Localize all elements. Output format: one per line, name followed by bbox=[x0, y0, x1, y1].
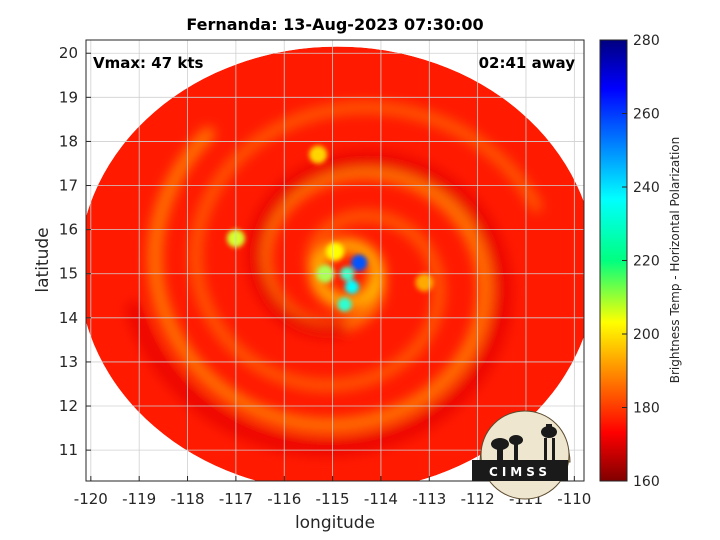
colorbar-ticks: 160 180 200 220 240 260 280 bbox=[622, 33, 660, 490]
time-away-annotation: 02:41 away bbox=[479, 54, 576, 72]
cimss-logo: CIMSS bbox=[472, 410, 571, 500]
hot-spot bbox=[344, 279, 359, 294]
swath-layer bbox=[86, 46, 584, 481]
x-tick-label: -115 bbox=[316, 490, 350, 508]
y-tick-label: 18 bbox=[59, 132, 78, 150]
grid-lines bbox=[86, 40, 584, 481]
x-tick-label: -112 bbox=[461, 490, 495, 508]
x-tick-label: -117 bbox=[219, 490, 253, 508]
colorbar-tick-label: 160 bbox=[633, 474, 660, 490]
y-tick-label: 12 bbox=[59, 397, 78, 415]
y-tick-label: 14 bbox=[59, 309, 78, 327]
axes-frame bbox=[85, 39, 585, 482]
hot-spot bbox=[337, 297, 352, 312]
colorbar: 160 180 200 220 240 260 280 Brightness Temp - … bbox=[599, 33, 682, 490]
y-tick-label: 15 bbox=[59, 265, 78, 283]
y-tick-label: 11 bbox=[59, 441, 78, 459]
y-tick-label: 13 bbox=[59, 353, 78, 371]
rainband bbox=[189, 101, 543, 392]
x-tick-label: -114 bbox=[364, 490, 398, 508]
hot-spot bbox=[326, 242, 344, 261]
colorbar-tick-label: 260 bbox=[633, 107, 660, 123]
rainband bbox=[125, 150, 513, 457]
y-axis-ticks: 11 12 13 14 15 16 17 18 19 20 bbox=[59, 44, 91, 459]
y-tick-label: 20 bbox=[59, 44, 78, 62]
y-tick-label: 17 bbox=[59, 177, 78, 195]
cimss-logo-text: CIMSS bbox=[489, 465, 551, 479]
x-tick-label: -120 bbox=[74, 490, 108, 508]
y-tick-label: 19 bbox=[59, 88, 78, 106]
x-tick-label: -110 bbox=[557, 490, 591, 508]
chart-title: Fernanda: 13-Aug-2023 07:30:00 bbox=[186, 15, 483, 34]
hot-spot bbox=[415, 273, 434, 292]
vmax-annotation: Vmax: 47 kts bbox=[93, 54, 203, 72]
x-axis-label: longitude bbox=[295, 513, 375, 533]
colorbar-tick-label: 220 bbox=[633, 254, 660, 270]
x-tick-label: -113 bbox=[412, 490, 446, 508]
x-tick-label: -116 bbox=[267, 490, 301, 508]
y-axis-label: latitude bbox=[33, 227, 53, 292]
colorbar-label: Brightness Temp - Horizontal Polarizatio… bbox=[668, 137, 682, 384]
hot-spot bbox=[351, 254, 368, 271]
colorbar-tick-label: 200 bbox=[633, 327, 660, 343]
x-tick-label: -119 bbox=[122, 490, 156, 508]
cimss-logo-band bbox=[472, 460, 568, 481]
colorbar-tick-label: 240 bbox=[633, 180, 660, 196]
rainband-layer bbox=[125, 101, 543, 457]
colorbar-tick-label: 280 bbox=[633, 33, 660, 49]
x-tick-label: -118 bbox=[171, 490, 205, 508]
y-tick-label: 16 bbox=[59, 221, 78, 239]
x-axis-ticks: -120-119-118-117-116-115-114-113-112-111… bbox=[74, 476, 591, 508]
hot-spot bbox=[309, 145, 328, 164]
cimss-logo-dishes bbox=[491, 424, 557, 460]
colorbar-tick-label: 180 bbox=[633, 401, 660, 417]
